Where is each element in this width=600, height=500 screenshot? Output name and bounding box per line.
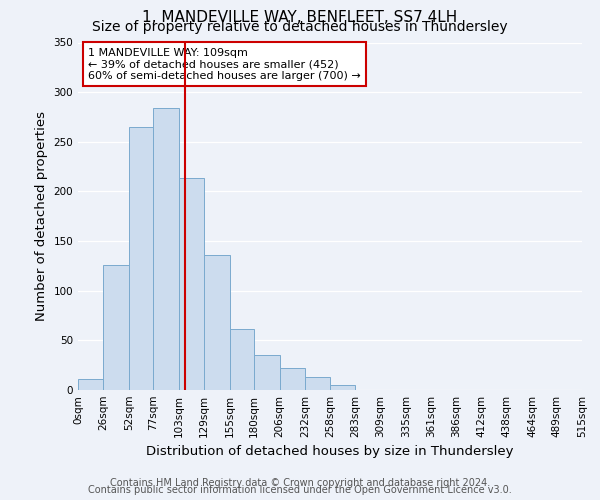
Bar	[129, 127, 154, 390]
Bar	[305, 377, 331, 390]
Bar	[331, 385, 355, 390]
Bar	[254, 355, 280, 390]
Bar	[78, 379, 103, 390]
Bar	[204, 255, 230, 390]
X-axis label: Distribution of detached houses by size in Thundersley: Distribution of detached houses by size …	[146, 446, 514, 458]
Bar	[280, 368, 305, 390]
Text: 1, MANDEVILLE WAY, BENFLEET, SS7 4LH: 1, MANDEVILLE WAY, BENFLEET, SS7 4LH	[142, 10, 458, 25]
Bar	[103, 265, 129, 390]
Bar	[179, 178, 204, 390]
Text: Contains HM Land Registry data © Crown copyright and database right 2024.: Contains HM Land Registry data © Crown c…	[110, 478, 490, 488]
Bar	[230, 330, 254, 390]
Bar	[154, 108, 179, 390]
Text: Size of property relative to detached houses in Thundersley: Size of property relative to detached ho…	[92, 20, 508, 34]
Y-axis label: Number of detached properties: Number of detached properties	[35, 112, 48, 322]
Text: Contains public sector information licensed under the Open Government Licence v3: Contains public sector information licen…	[88, 485, 512, 495]
Text: 1 MANDEVILLE WAY: 109sqm
← 39% of detached houses are smaller (452)
60% of semi-: 1 MANDEVILLE WAY: 109sqm ← 39% of detach…	[88, 48, 361, 81]
